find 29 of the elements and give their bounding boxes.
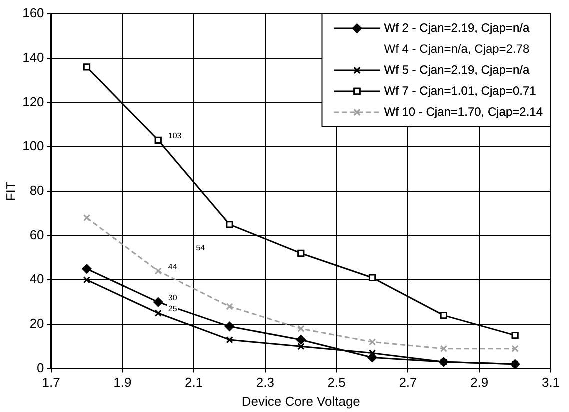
y-tick-label: 0 (37, 360, 44, 376)
text: Wf 4 - Cjan=n/a, Cjap=2.78 (384, 42, 530, 56)
x-tick-label: 2.1 (185, 375, 204, 390)
y-tick-label: 20 (30, 316, 44, 332)
x-tick-label: 2.9 (470, 375, 489, 390)
y-tick-label: 100 (22, 138, 44, 154)
y-tick-label: 160 (22, 6, 44, 21)
y-tick-label: 140 (22, 50, 44, 65)
y-tick-label: 120 (22, 94, 44, 110)
y-tick-label: 80 (30, 182, 44, 198)
y-tick-label: 40 (30, 272, 44, 287)
legend-label: Wf 10 - Cjan=1.70, Cjap=2.14 (384, 104, 544, 119)
x-tick-label: 3.1 (542, 375, 560, 390)
data-label: 44 (168, 262, 178, 272)
x-tick-label: 2.3 (256, 375, 274, 390)
x-axis-title: Device Core Voltage (242, 394, 360, 409)
annotation: 54 (196, 243, 206, 252)
data-label: 25 (168, 304, 178, 314)
y-tick-label: 60 (30, 227, 44, 242)
data-label: 103 (168, 132, 182, 141)
x-tick-label: 1.7 (42, 375, 60, 390)
legend-label: Wf 2 - Cjan=2.19, Cjap=n/a (384, 20, 530, 35)
x-tick-label: 2.5 (328, 375, 346, 390)
data-label: 30 (168, 293, 178, 302)
x-tick-label: 2.7 (399, 375, 418, 390)
legend-label: Wf 5 - Cjan=2.19, Cjap=n/a (384, 62, 530, 77)
x-tick-label: 1.9 (114, 375, 132, 390)
y-axis-title: FIT (3, 182, 18, 202)
legend-label: Wf 7 - Cjan=1.01, Cjap=0.71 (384, 84, 537, 98)
